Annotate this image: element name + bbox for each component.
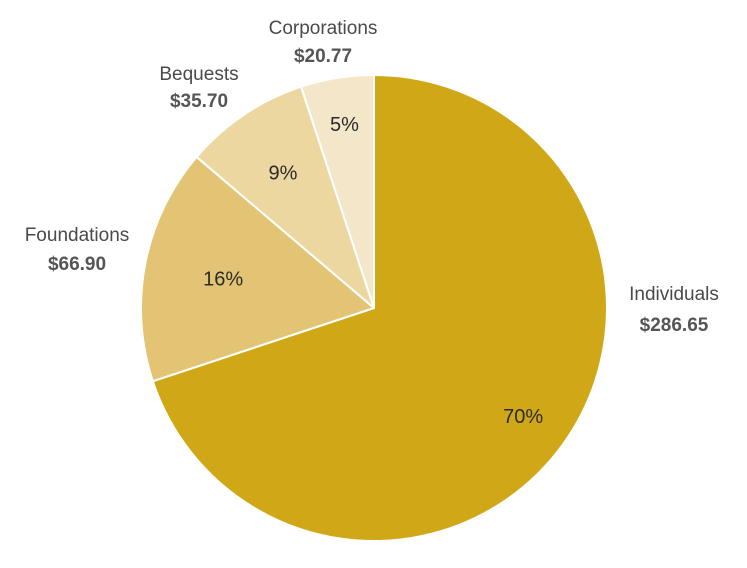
pie-slice-bequests — [195, 85, 375, 309]
percent-label-bequests: 9% — [269, 163, 298, 185]
percent-label-corporations: 5% — [330, 114, 359, 136]
percent-label-individuals: 70% — [503, 406, 543, 428]
label-foundations: Foundations — [25, 225, 130, 246]
label-corporations: Corporations — [269, 18, 378, 39]
percent-labels: 70% 16% 9% 5% — [203, 114, 543, 428]
value-foundations: $66.90 — [48, 254, 106, 275]
pie-slice-foundations — [140, 155, 375, 383]
value-bequests: $35.70 — [170, 91, 228, 112]
pie-slices — [140, 74, 608, 542]
value-individuals: $286.65 — [640, 315, 709, 336]
pie-slice-individuals — [151, 74, 608, 542]
percent-label-foundations: 16% — [203, 269, 243, 291]
value-corporations: $20.77 — [294, 46, 352, 67]
label-bequests: Bequests — [159, 64, 238, 85]
label-individuals: Individuals — [629, 284, 719, 305]
pie-slice-corporations — [300, 74, 375, 309]
